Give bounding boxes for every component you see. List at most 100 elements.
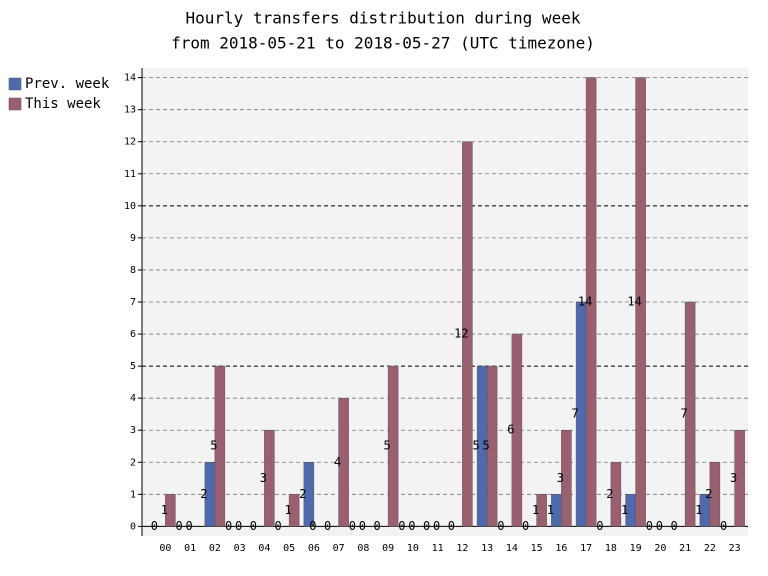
value-label: 14 bbox=[627, 295, 641, 309]
bar bbox=[288, 494, 300, 527]
value-label: 0 bbox=[720, 519, 727, 533]
value-label: 6 bbox=[507, 423, 514, 437]
bar bbox=[165, 494, 176, 527]
value-label: 0 bbox=[408, 519, 415, 533]
bar bbox=[585, 77, 597, 527]
value-label: 1 bbox=[532, 503, 539, 517]
value-label: 1 bbox=[695, 503, 702, 517]
value-label: 0 bbox=[646, 519, 653, 533]
value-label: 0 bbox=[671, 519, 678, 533]
x-tick-label: 09 bbox=[382, 543, 394, 554]
y-tick-label: 1 bbox=[130, 489, 136, 500]
value-label: 1 bbox=[285, 503, 292, 517]
value-label: 0 bbox=[374, 519, 381, 533]
x-tick-label: 10 bbox=[407, 543, 419, 554]
bar bbox=[709, 462, 721, 527]
value-label: 0 bbox=[359, 519, 366, 533]
value-label: 0 bbox=[225, 519, 232, 533]
value-label: 7 bbox=[681, 407, 688, 421]
value-label: 0 bbox=[176, 519, 183, 533]
value-label: 3 bbox=[260, 471, 267, 485]
y-tick-label: 12 bbox=[124, 137, 136, 148]
x-tick-label: 12 bbox=[456, 543, 468, 554]
x-tick-label: 11 bbox=[432, 543, 444, 554]
value-label: 0 bbox=[275, 519, 282, 533]
y-tick-label: 4 bbox=[130, 393, 136, 404]
x-tick-label: 19 bbox=[630, 543, 642, 554]
bar bbox=[303, 462, 315, 527]
bar bbox=[486, 365, 498, 527]
value-label: 0 bbox=[433, 519, 440, 533]
x-tick-label: 23 bbox=[729, 543, 741, 554]
bar bbox=[511, 333, 523, 527]
y-tick-label: 8 bbox=[130, 265, 136, 276]
value-label: 0 bbox=[596, 519, 603, 533]
value-label: 0 bbox=[349, 519, 356, 533]
x-tick-label: 08 bbox=[357, 543, 369, 554]
x-tick-label: 18 bbox=[605, 543, 617, 554]
x-tick-label: 06 bbox=[308, 543, 320, 554]
value-label: 2 bbox=[299, 487, 306, 501]
legend-label: This week bbox=[25, 96, 101, 112]
value-label: 0 bbox=[522, 519, 529, 533]
y-tick-label: 2 bbox=[130, 457, 136, 468]
y-tick-label: 6 bbox=[130, 329, 136, 340]
value-label: 5 bbox=[384, 439, 391, 453]
y-tick-label: 5 bbox=[130, 361, 136, 372]
x-tick-label: 16 bbox=[555, 543, 567, 554]
x-tick-label: 13 bbox=[481, 543, 493, 554]
value-label: 3 bbox=[730, 471, 737, 485]
value-label: 0 bbox=[250, 519, 257, 533]
value-label: 1 bbox=[621, 503, 628, 517]
bar bbox=[536, 494, 547, 527]
bar bbox=[338, 397, 349, 527]
value-label: 5 bbox=[210, 439, 217, 453]
x-tick-label: 21 bbox=[679, 543, 691, 554]
bar bbox=[561, 429, 572, 527]
value-label: 5 bbox=[473, 439, 480, 453]
value-label: 2 bbox=[705, 487, 712, 501]
y-tick-label: 10 bbox=[124, 201, 136, 212]
y-tick-label: 9 bbox=[130, 233, 136, 244]
y-tick-label: 13 bbox=[124, 105, 136, 116]
y-tick-label: 7 bbox=[130, 297, 136, 308]
value-label: 0 bbox=[151, 519, 158, 533]
bar bbox=[635, 77, 646, 527]
value-label: 2 bbox=[200, 487, 207, 501]
value-label: 0 bbox=[497, 519, 504, 533]
value-label: 7 bbox=[572, 407, 579, 421]
value-label: 0 bbox=[186, 519, 193, 533]
x-tick-label: 00 bbox=[159, 543, 171, 554]
bar bbox=[462, 141, 473, 527]
value-label: 1 bbox=[547, 503, 554, 517]
x-tick-label: 20 bbox=[654, 543, 666, 554]
value-label: 0 bbox=[423, 519, 430, 533]
y-tick-label: 14 bbox=[124, 73, 136, 84]
x-tick-label: 02 bbox=[209, 543, 221, 554]
x-tick-label: 07 bbox=[333, 543, 345, 554]
value-label: 0 bbox=[398, 519, 405, 533]
value-label: 12 bbox=[454, 327, 468, 341]
bar bbox=[264, 429, 275, 527]
x-tick-label: 01 bbox=[184, 543, 196, 554]
x-tick-label: 05 bbox=[283, 543, 295, 554]
bar bbox=[387, 365, 399, 527]
x-tick-label: 04 bbox=[258, 543, 270, 554]
legend-swatch bbox=[8, 77, 22, 91]
bar bbox=[214, 365, 226, 527]
y-tick-label: 11 bbox=[124, 169, 136, 180]
x-tick-label: 17 bbox=[580, 543, 592, 554]
bar bbox=[684, 301, 696, 527]
bar bbox=[734, 429, 745, 527]
value-label: 3 bbox=[557, 471, 564, 485]
x-tick-label: 14 bbox=[506, 543, 518, 554]
value-label: 0 bbox=[448, 519, 455, 533]
value-label: 5 bbox=[483, 439, 490, 453]
x-tick-label: 22 bbox=[704, 543, 716, 554]
value-label: 1 bbox=[161, 503, 168, 517]
value-label: 0 bbox=[324, 519, 331, 533]
value-label: 4 bbox=[334, 455, 341, 469]
x-tick-label: 03 bbox=[234, 543, 246, 554]
chart-subtitle: from 2018-05-21 to 2018-05-27 (UTC timez… bbox=[171, 34, 595, 53]
